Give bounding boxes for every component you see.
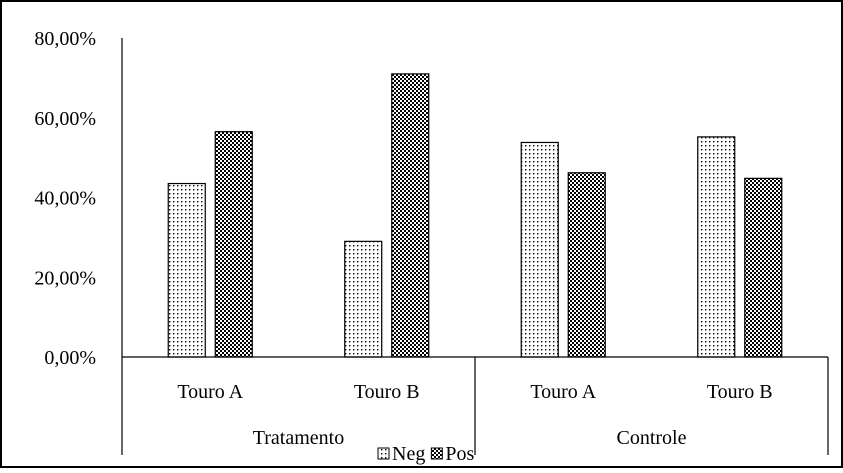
legend: Neg Pos [377,443,474,465]
x-tick-label: Touro B [707,381,773,403]
x-tick-label: Touro A [177,381,243,403]
x-group-label: Controle [617,427,687,449]
legend-label-pos: Pos [445,443,474,465]
y-axis: 0,00% 20,00% 40,00% 60,00% 80,00% [34,28,123,369]
x-tick-label: Touro B [354,381,420,403]
x-tick-label: Touro A [530,381,596,403]
legend-swatch-pos [430,447,443,460]
x-group-label: Tratamento [253,427,344,449]
bar-neg [520,141,559,358]
y-tick-label: 80,00% [34,28,96,50]
y-tick-label: 40,00% [34,188,96,210]
bar-neg [697,136,736,358]
bar-pos [214,131,253,358]
bar-pos [391,73,430,358]
x-axis: Touro A Touro B Tratamento Touro A Touro B Co… [121,356,829,455]
y-tick-label: 20,00% [34,267,96,289]
bar-neg [167,182,206,358]
legend-swatch-neg [377,447,390,460]
legend-label-neg: Neg [392,443,425,465]
bars [167,73,783,358]
y-tick-label: 60,00% [34,108,96,130]
y-tick-label: 0,00% [44,347,96,369]
bar-neg [344,240,383,358]
bar-pos [567,172,606,358]
bar-pos [744,177,783,358]
